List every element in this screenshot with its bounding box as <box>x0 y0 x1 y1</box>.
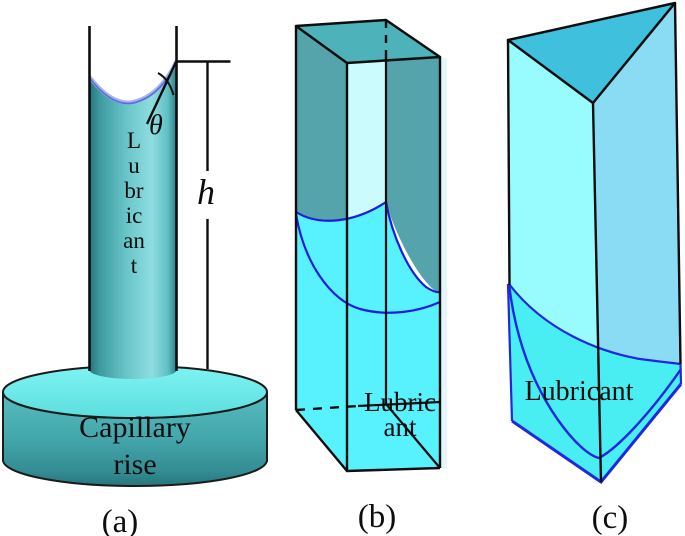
box-front-left-face <box>296 26 347 224</box>
box-bottom-front-edges <box>295 409 441 473</box>
box-back-meniscus-curve <box>295 201 387 222</box>
panel-b-caption: (b) <box>357 499 397 535</box>
prism-right-lower-edge <box>679 363 683 385</box>
box-bottom-back-edge-solid <box>357 400 441 408</box>
box-corner-meniscus-curve <box>384 201 442 294</box>
tube-body <box>89 27 177 379</box>
prism-left-edge <box>506 39 511 286</box>
box-right-glow <box>441 58 447 468</box>
box-lubricant-label: Lubric ant <box>364 387 436 442</box>
prism-left-lower-edge <box>506 283 514 422</box>
prism-liquid <box>509 284 681 482</box>
contact-angle-arc <box>157 72 175 96</box>
prism-front-edge <box>591 102 603 483</box>
box-bottom-back-edge-dashed <box>295 404 359 412</box>
prism-front-meniscus-curve <box>507 283 682 460</box>
tube-lubricant-label: Lubricant <box>123 128 145 278</box>
contact-angle-symbol: θ <box>149 110 163 141</box>
panel-c-caption: (c) <box>591 500 629 536</box>
panel-b-square-capillary-diagram <box>294 18 447 473</box>
capillary-rise-base-label: Capillary rise <box>79 411 191 481</box>
prism-back-meniscus-curve <box>508 283 682 366</box>
panel-a-caption: (a) <box>101 504 139 536</box>
prism-top-face <box>506 1 677 105</box>
prism-lubricant-label: Lubricant <box>524 376 634 407</box>
box-front-meniscus-curve <box>294 213 441 314</box>
box-bottom-back-right-edge <box>385 403 441 469</box>
panel-a-cylinder-diagram <box>2 26 268 487</box>
tube-empty-space <box>89 26 177 103</box>
contact-angle-tangent-line <box>145 61 178 125</box>
panel-c-triangular-prism-diagram <box>506 1 683 485</box>
capillary-height-symbol: h <box>197 172 215 212</box>
prism-right-edge <box>673 2 682 365</box>
box-right-face <box>386 57 440 293</box>
box-inner-column <box>347 60 386 221</box>
